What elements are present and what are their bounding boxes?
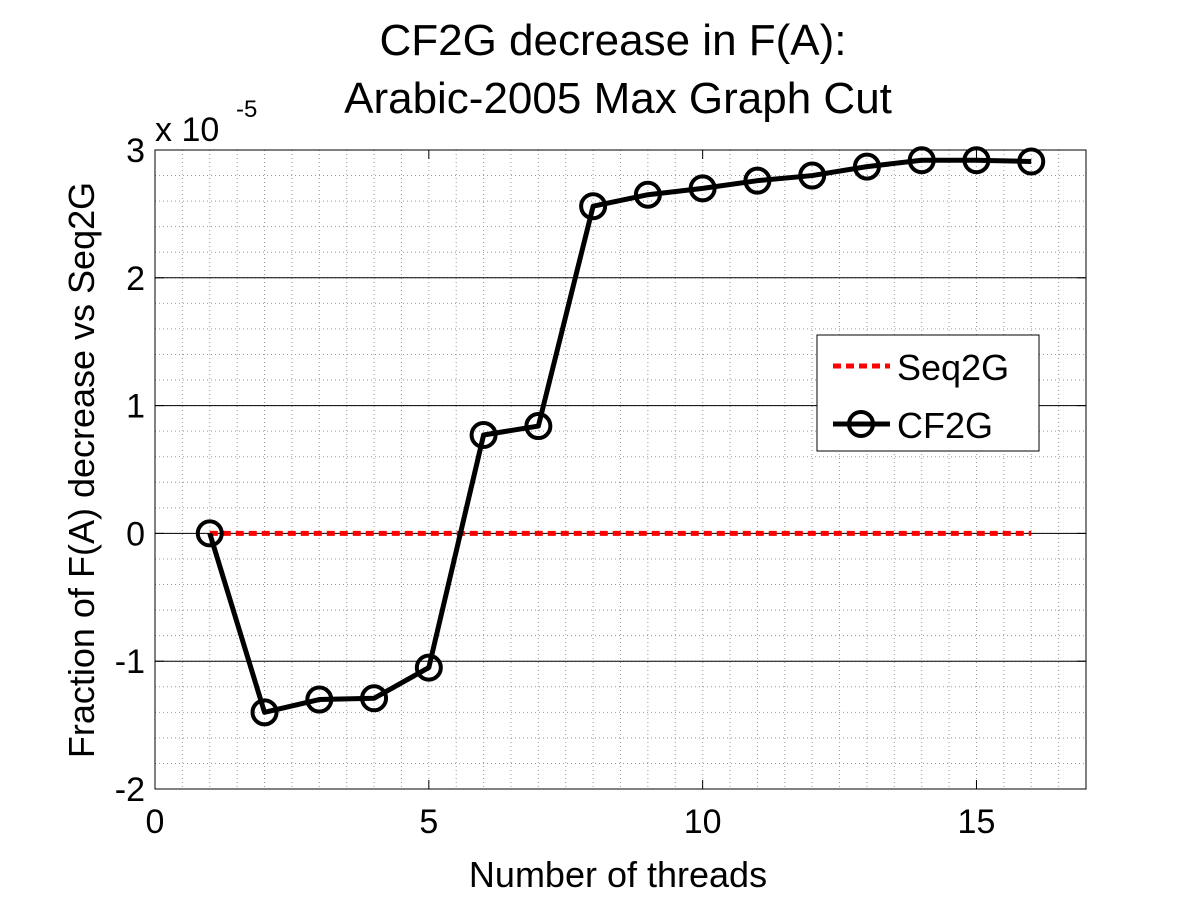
y-axis-exponent-base: x 10 [155, 111, 219, 149]
data-series [195, 146, 1046, 727]
legend-cf2g-label: CF2G [897, 405, 993, 446]
x-tick-label: 0 [146, 803, 165, 841]
data-point-cf2g [743, 166, 772, 195]
axis-ticks: 0 5 10 15 -2 -1 0 1 2 3 [115, 132, 1086, 841]
data-point-cf2g [907, 146, 936, 175]
x-tick-label: 5 [419, 803, 438, 841]
x-tick-label: 15 [958, 803, 996, 841]
data-point-cf2g [1017, 147, 1046, 176]
data-point-cf2g [250, 698, 279, 727]
y-tick-label: -1 [115, 643, 145, 681]
legend: Seq2G CF2G [816, 334, 1040, 452]
y-tick-label: 0 [126, 515, 145, 553]
data-point-cf2g [469, 420, 498, 449]
legend-cf2g-circle-marker [847, 410, 875, 438]
data-point-cf2g [195, 519, 224, 548]
y-axis-exponent-power: -5 [236, 96, 257, 123]
y-axis-label: Fraction of F(A) decrease vs Seq2G [61, 182, 102, 758]
y-tick-label: 3 [126, 132, 145, 170]
y-tick-label: -2 [115, 771, 145, 809]
data-point-cf2g [305, 685, 334, 714]
y-tick-label: 1 [126, 388, 145, 426]
data-point-cf2g [360, 684, 389, 713]
data-point-cf2g [414, 653, 443, 682]
series-line-cf2g [207, 157, 1032, 715]
data-point-cf2g [579, 192, 608, 221]
chart-title-line1: CF2G decrease in F(A): [379, 16, 846, 65]
plot-area-frame [154, 149, 1087, 790]
data-point-cf2g [852, 152, 881, 181]
data-point-cf2g [688, 174, 717, 203]
y-tick-label: 2 [126, 260, 145, 298]
x-tick-label: 10 [684, 803, 722, 841]
data-point-cf2g [962, 146, 991, 175]
chart-title-line2: Arabic-2005 Max Graph Cut [344, 74, 892, 123]
data-point-cf2g [798, 161, 827, 190]
data-point-cf2g [524, 412, 553, 441]
data-point-cf2g [633, 180, 662, 209]
legend-seq2g-label: Seq2G [897, 347, 1009, 388]
x-axis-label: Number of threads [469, 854, 767, 895]
